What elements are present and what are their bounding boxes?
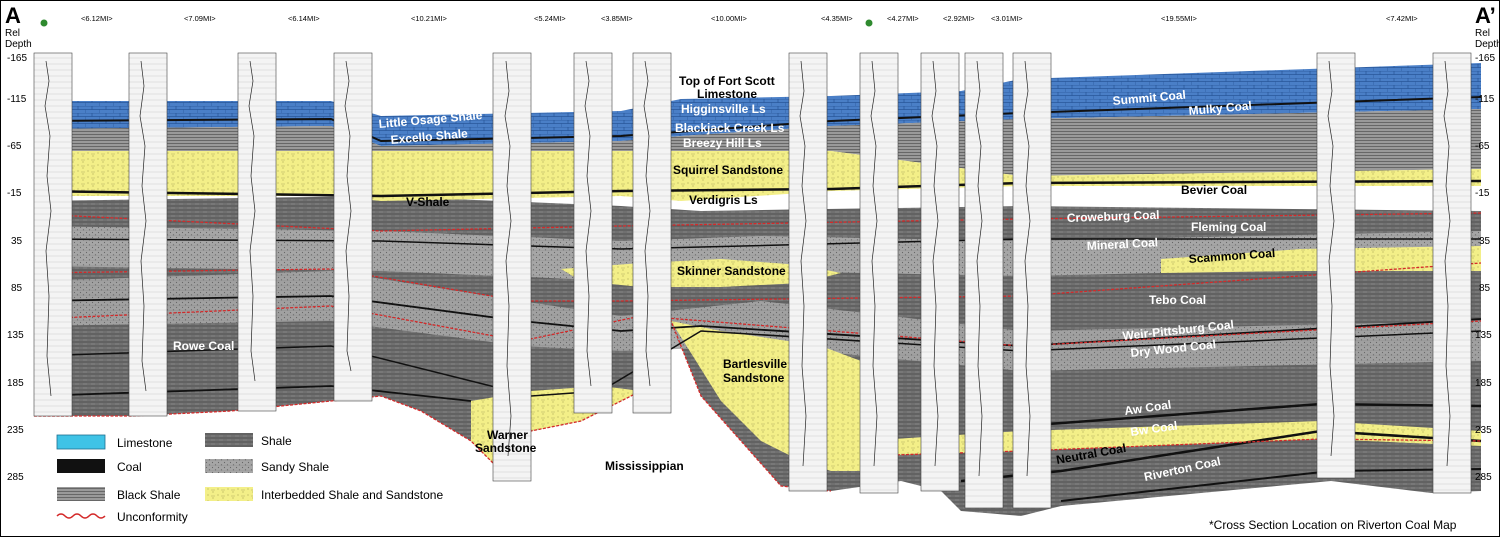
legend-swatch-coal — [57, 459, 105, 473]
axis-tick: -165 — [1475, 53, 1495, 64]
distance-label: <2.92MI> — [943, 14, 975, 23]
legend-swatch-unconformity — [56, 513, 106, 519]
strata — [34, 63, 1481, 516]
legend-label-interbedded: Interbedded Shale and Sandstone — [261, 488, 443, 502]
axis-tick: 285 — [7, 472, 24, 483]
axis-tick: 135 — [7, 330, 24, 341]
label-aw: Aw Coal — [1123, 398, 1172, 418]
distance-label: <10.00MI> — [711, 14, 747, 23]
black-shale-band — [34, 109, 1481, 176]
axis-title: Depth — [5, 39, 32, 50]
distance-label: <3.85MI> — [601, 14, 633, 23]
legend: Limestone Coal Black Shale Unconformity … — [56, 433, 443, 524]
distance-label: <3.01MI> — [991, 14, 1023, 23]
distance-labels: <6.12MI> <7.09MI> <6.14MI> <10.21MI> <5.… — [81, 14, 1418, 23]
axis-tick: 35 — [11, 236, 23, 247]
distance-label: <7.42MI> — [1386, 14, 1418, 23]
axis-tick: 235 — [7, 425, 24, 436]
section-start-letter: A — [5, 3, 21, 28]
axis-tick: 185 — [1475, 378, 1492, 389]
label-bevier: Bevier Coal — [1181, 183, 1247, 197]
skinner-sandstone — [561, 259, 841, 287]
label-rowe: Rowe Coal — [173, 339, 234, 353]
distance-label: <19.55MI> — [1161, 14, 1197, 23]
label-skinner: Skinner Sandstone — [677, 264, 786, 278]
label-top-fort-scott: Top of Fort Scott — [679, 74, 775, 88]
axis-tick: 135 — [1475, 330, 1492, 341]
legend-label-black-shale: Black Shale — [117, 488, 181, 502]
legend-label-sandy-shale: Sandy Shale — [261, 460, 329, 474]
axis-tick: -15 — [1475, 188, 1490, 199]
legend-swatch-limestone — [56, 434, 106, 450]
section-end-letter: A’ — [1475, 3, 1496, 28]
label-mississippian: Mississippian — [605, 459, 684, 473]
label-top-fort-scott: Limestone — [697, 87, 757, 101]
axis-tick: -115 — [7, 94, 27, 105]
label-scammon: Scammon Coal — [1188, 246, 1275, 266]
axis-tick: 85 — [1479, 283, 1491, 294]
legend-swatch-shale — [205, 433, 253, 447]
left-axis: Rel Depth -165 -115 -65 -15 35 85 135 18… — [5, 28, 32, 483]
right-axis: Rel Depth -165 -115 -65 -15 35 85 135 18… — [1475, 28, 1499, 483]
axis-title: Rel — [1475, 28, 1490, 39]
axis-title: Rel — [5, 28, 20, 39]
label-mulky: Mulky Coal — [1188, 99, 1252, 118]
legend-swatch-interbedded — [205, 487, 253, 501]
axis-tick: -65 — [1475, 141, 1490, 152]
label-blackjack: Blackjack Creek Ls — [675, 121, 785, 135]
well-logs — [33, 19, 1472, 509]
distance-label: <4.27MI> — [887, 14, 919, 23]
label-tebo: Tebo Coal — [1149, 293, 1206, 307]
axis-tick: -165 — [7, 53, 27, 64]
footnote: *Cross Section Location on Riverton Coal… — [1209, 518, 1457, 532]
label-bartlesville: Sandstone — [723, 371, 785, 385]
bartlesville-sandstone — [671, 321, 881, 471]
distance-label: <5.24MI> — [534, 14, 566, 23]
squirrel-sandstone — [34, 151, 1481, 201]
distance-label: <6.14MI> — [288, 14, 320, 23]
label-warner: Warner — [487, 428, 528, 442]
axis-title: Depth — [1475, 39, 1499, 50]
label-mineral: Mineral Coal — [1086, 235, 1158, 253]
label-bw: Bw Coal — [1129, 419, 1178, 439]
distance-label: <6.12MI> — [81, 14, 113, 23]
axis-tick: 285 — [1475, 472, 1492, 483]
label-vshale: V-Shale — [406, 195, 450, 209]
label-verdigris: Verdigris Ls — [689, 193, 758, 207]
axis-tick: 85 — [11, 283, 23, 294]
legend-label-shale: Shale — [261, 434, 292, 448]
legend-label-limestone: Limestone — [117, 436, 173, 450]
label-warner: Sandstone — [475, 441, 537, 455]
legend-label-unconformity: Unconformity — [117, 510, 188, 524]
label-croweburg: Croweburg Coal — [1067, 208, 1160, 225]
label-squirrel: Squirrel Sandstone — [673, 163, 783, 177]
label-excello: Excello Shale — [390, 126, 469, 147]
axis-tick: -115 — [1475, 94, 1495, 105]
axis-tick: 185 — [7, 378, 24, 389]
distance-label: <10.21MI> — [411, 14, 447, 23]
label-fleming: Fleming Coal — [1191, 220, 1266, 234]
axis-tick: -15 — [7, 188, 22, 199]
distance-label: <4.35MI> — [821, 14, 853, 23]
label-summit: Summit Coal — [1112, 88, 1186, 108]
distance-label: <7.09MI> — [184, 14, 216, 23]
label-higginsville: Higginsville Ls — [681, 102, 766, 116]
label-bartlesville: Bartlesville — [723, 357, 787, 371]
label-breezy: Breezy Hill Ls — [683, 136, 762, 150]
axis-tick: 35 — [1479, 236, 1491, 247]
legend-label-coal: Coal — [117, 460, 142, 474]
limestone-band — [34, 63, 1481, 146]
legend-swatch-black-shale — [57, 487, 105, 501]
legend-swatch-sandy-shale — [205, 459, 253, 473]
axis-tick: -65 — [7, 141, 22, 152]
axis-tick: 235 — [1475, 425, 1492, 436]
